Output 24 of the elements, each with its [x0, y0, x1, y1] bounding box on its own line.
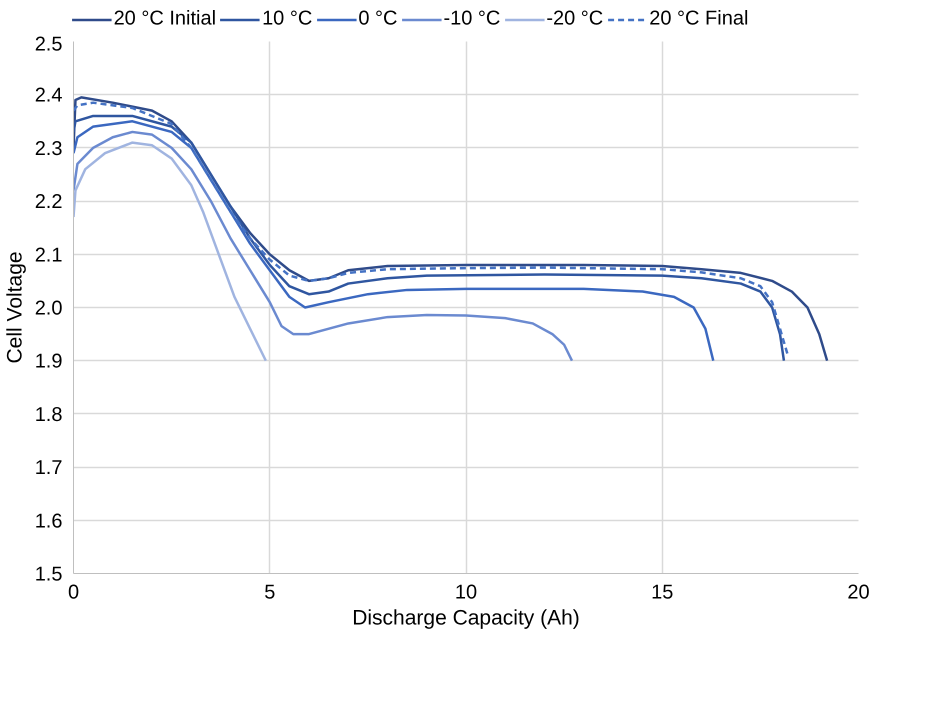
legend-label: 20 °C Final: [649, 8, 748, 30]
x-tick-label: 0: [68, 582, 80, 604]
y-tick-label: 2.3: [34, 138, 63, 160]
y-tick-label: 2.4: [34, 84, 63, 107]
y-tick-label: 2.2: [34, 191, 63, 214]
x-tick-label: 5: [264, 582, 276, 604]
y-tick-label: 1.9: [34, 350, 63, 373]
legend-label: -10 °C: [443, 8, 500, 30]
legend-label: 0 °C: [358, 8, 398, 30]
y-tick-label: 2.0: [34, 298, 63, 320]
y-axis-title: Cell Voltage: [4, 251, 27, 364]
x-tick-label: 20: [847, 582, 870, 604]
x-tick-label: 10: [454, 582, 478, 604]
x-tick-label: 15: [651, 582, 674, 604]
y-tick-label: 1.5: [34, 564, 63, 586]
y-tick-label: 2.1: [34, 244, 63, 266]
y-tick-label: 1.8: [34, 404, 63, 426]
y-tick-label: 2.5: [34, 34, 63, 56]
x-axis-title: Discharge Capacity (Ah): [352, 606, 580, 630]
legend-label: 10 °C: [262, 8, 312, 30]
legend-label: 20 °C Initial: [114, 8, 216, 30]
legend-label: -20 °C: [546, 8, 604, 30]
y-tick-label: 1.7: [34, 457, 63, 480]
y-tick-label: 1.6: [34, 510, 63, 532]
